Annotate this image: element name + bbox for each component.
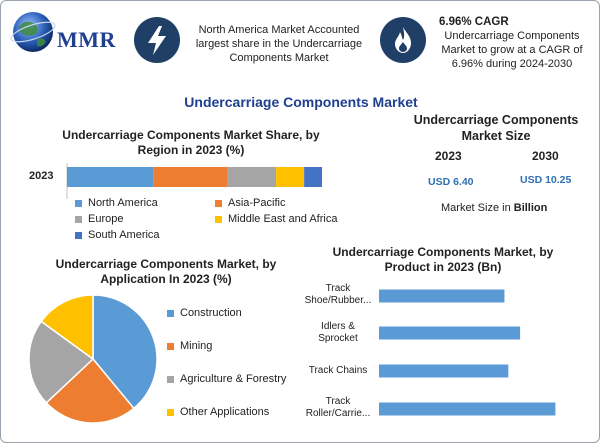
mmr-logo: MMR — [9, 9, 121, 55]
highlight-1-line-2: largest share in the Undercarriage — [195, 38, 363, 50]
legend-label-mining: Mining — [180, 340, 213, 352]
pie-slice-mining — [45, 357, 135, 424]
region-stacked-bar-chart — [66, 163, 322, 199]
application-chart-title-line-2: Application In 2023 (%) — [100, 272, 232, 286]
highlight-2-line-2: Market to grow at a CAGR of — [441, 44, 583, 56]
product-label-track-shoe-line-1: Track — [325, 283, 351, 294]
legend-asia-pacific: Asia-Pacific — [215, 197, 285, 209]
region-bar-segment-south-america — [304, 167, 322, 187]
product-bar-chart — [379, 289, 556, 416]
legend-swatch-agriculture-forestry — [167, 375, 174, 383]
lightning-bolt-icon — [148, 26, 166, 55]
legend-label-europe: Europe — [88, 213, 124, 225]
pie-slice-other-applications — [40, 294, 94, 361]
globe-icon — [10, 12, 56, 52]
product-chart-title-line-1: Undercarriage Components Market, by — [332, 245, 554, 259]
highlight-1-line-1: North America Market Accounted — [198, 24, 360, 36]
legend-swatch-north-america — [75, 199, 82, 207]
product-chart-title-line-2: Product in 2023 (Bn) — [384, 260, 502, 274]
legend-swatch-asia-pacific — [215, 199, 222, 207]
main-title: Undercarriage Components Market — [184, 94, 418, 110]
highlight-2-line-3: 6.96% during 2024-2030 — [451, 58, 573, 70]
legend-north-america: North America — [75, 197, 158, 209]
market-size-title-line-2: Market Size — [461, 129, 531, 143]
highlight-1-line-3: Components Market — [229, 52, 329, 64]
product-label-track-chains: Track Chains — [297, 365, 379, 377]
product-label-track-roller-line-1: Track — [325, 396, 351, 407]
legend-swatch-south-america — [75, 231, 82, 239]
highlight-2-badge — [380, 17, 426, 63]
application-chart-title-line-1: Undercarriage Components Market, by — [55, 257, 277, 271]
product-label-track-shoe: Track Shoe/Rubber... — [297, 283, 379, 307]
region-bar-segment-north-america — [67, 167, 154, 187]
highlight-1-badge — [134, 17, 180, 63]
market-size-note-prefix: Market Size in — [441, 202, 514, 214]
legend-label-south-america: South America — [88, 229, 160, 241]
product-chart-title: Undercarriage Components Market, by Prod… — [317, 245, 569, 275]
product-bar-track-shoe — [379, 289, 505, 303]
legend-agriculture-forestry: Agriculture & Forestry — [167, 373, 286, 385]
market-size-value-2023: USD 6.40 — [428, 176, 474, 188]
product-label-track-roller: Track Roller/Carrie... — [297, 396, 379, 420]
market-size-year-2030: 2030 — [532, 149, 559, 163]
region-bar-segment-middle-east-africa — [276, 167, 305, 187]
market-size-year-2023: 2023 — [435, 149, 462, 163]
flame-icon — [395, 27, 411, 53]
pie-slice-construction — [92, 294, 158, 410]
legend-label-asia-pacific: Asia-Pacific — [228, 197, 286, 209]
legend-construction: Construction — [167, 307, 242, 319]
pie-slice-agriculture-forestry — [28, 320, 95, 404]
product-label-track-shoe-line-2: Shoe/Rubber... — [304, 295, 372, 306]
legend-other-applications: Other Applications — [167, 406, 269, 418]
market-size-title-line-1: Undercarriage Components — [413, 113, 579, 127]
application-pie-chart — [28, 294, 158, 424]
market-size-note-unit: Billion — [513, 202, 548, 214]
legend-swatch-construction — [167, 309, 174, 317]
product-label-track-chains-line-1: Track Chains — [308, 365, 368, 376]
market-size-note: Market Size in Billion — [441, 202, 547, 214]
market-size-title: Undercarriage Components Market Size — [401, 112, 591, 144]
product-bar-track-roller — [379, 402, 556, 416]
product-bar-track-chains — [379, 364, 509, 378]
cagr-title: 6.96% CAGR — [439, 16, 509, 28]
logo-text: MMR — [57, 27, 116, 52]
legend-swatch-middle-east-africa — [215, 215, 222, 223]
highlight-2-text: 6.96% CAGR Undercarriage Components Mark… — [431, 15, 593, 71]
region-bar-category-label: 2023 — [29, 170, 54, 182]
legend-label-north-america: North America — [88, 197, 158, 209]
region-bar-segment-europe — [227, 167, 277, 187]
region-chart-title-line-2: Region in 2023 (%) — [137, 143, 245, 157]
legend-swatch-mining — [167, 342, 174, 350]
application-chart-title: Undercarriage Components Market, by Appl… — [31, 257, 301, 287]
legend-label-middle-east-africa: Middle East and Africa — [228, 213, 338, 225]
region-chart-title-line-1: Undercarriage Components Market Share, b… — [62, 128, 320, 142]
market-size-value-2030: USD 10.25 — [520, 174, 572, 186]
region-bar-segment-asia-pacific — [153, 167, 228, 187]
legend-label-other-applications: Other Applications — [180, 406, 270, 418]
legend-middle-east-africa: Middle East and Africa — [215, 213, 337, 225]
legend-swatch-europe — [75, 215, 82, 223]
legend-south-america: South America — [75, 229, 160, 241]
legend-label-construction: Construction — [180, 307, 242, 319]
region-chart-title: Undercarriage Components Market Share, b… — [41, 128, 341, 158]
product-label-track-roller-line-2: Roller/Carrie... — [305, 408, 371, 419]
product-bar-idlers-sprocket — [379, 326, 521, 340]
product-label-idlers-sprocket-line-2: Sprocket — [318, 333, 358, 344]
highlight-2-line-1: Undercarriage Components — [444, 30, 580, 42]
product-label-idlers-sprocket-line-1: Idlers & — [321, 321, 355, 332]
legend-swatch-other-applications — [167, 408, 174, 416]
legend-mining: Mining — [167, 340, 212, 352]
highlight-1-text: North America Market Accounted largest s… — [184, 23, 374, 65]
legend-europe: Europe — [75, 213, 123, 225]
product-label-idlers-sprocket: Idlers & Sprocket — [297, 321, 379, 345]
legend-label-agriculture-forestry: Agriculture & Forestry — [180, 373, 287, 385]
